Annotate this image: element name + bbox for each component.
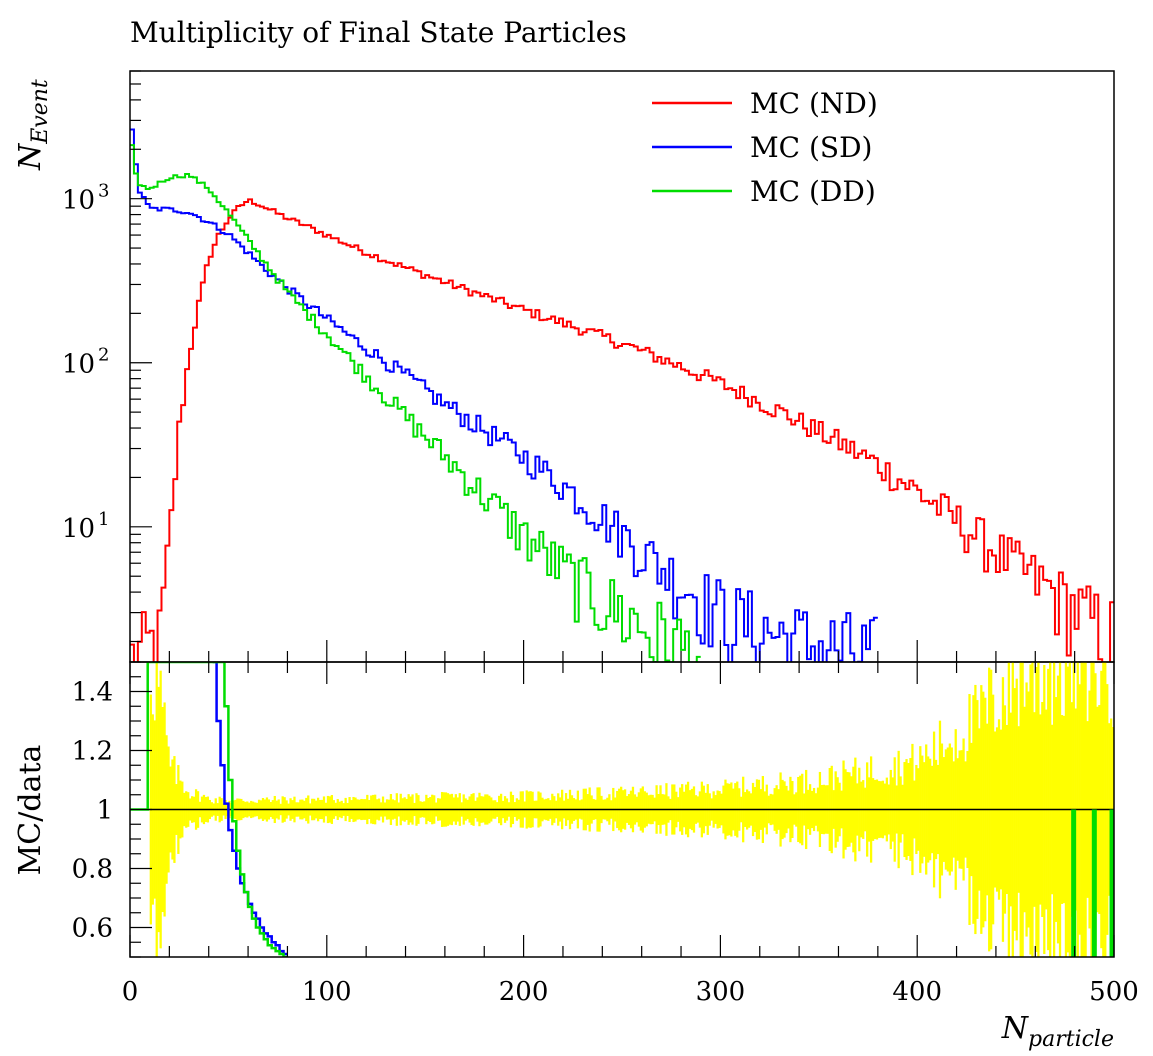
chart-title: Multiplicity of Final State Particles bbox=[130, 16, 627, 49]
ratio-ytick-label-0: 0.6 bbox=[72, 914, 113, 944]
ratio-ytick-label-3: 1.2 bbox=[72, 737, 113, 767]
main-ytick-exp-1: 2 bbox=[98, 345, 109, 366]
main-ytick-label-0: 10 bbox=[62, 514, 95, 544]
legend: MC (ND) MC (SD) MC (DD) bbox=[652, 87, 878, 208]
main-ytick-exp-2: 3 bbox=[98, 181, 109, 202]
main-ytick-label-2: 10 bbox=[62, 186, 95, 216]
xtick-label-5: 500 bbox=[1089, 977, 1139, 1007]
xtick-label-4: 400 bbox=[892, 977, 942, 1007]
ratio-ylabel-text: MC/data bbox=[13, 744, 48, 875]
ratio-series-line-1 bbox=[130, 662, 288, 957]
xtick-label-2: 200 bbox=[499, 977, 549, 1007]
ratio-panel: 0.6 0.8 1 1.2 1.4 MC/data 0 100 200 300 400 500 N… bbox=[13, 661, 1139, 1052]
ratio-series-line-0 bbox=[212, 662, 288, 956]
legend-label-1: MC (SD) bbox=[750, 131, 872, 164]
main-ytick-label-1: 10 bbox=[62, 350, 95, 380]
main-y-axis-label: NEvent bbox=[13, 79, 53, 171]
ratio-ytick-label-4: 1.4 bbox=[72, 678, 113, 708]
x-axis-label: Nparticle bbox=[1001, 1011, 1114, 1052]
series-line-2 bbox=[130, 144, 701, 662]
main-ylabel-text: NEvent bbox=[13, 79, 53, 171]
ratio-ytick-label-1: 0.8 bbox=[72, 855, 113, 885]
ratio-y-axis-label: MC/data bbox=[13, 744, 48, 875]
legend-label-2: MC (DD) bbox=[750, 175, 876, 208]
main-ytick-exp-0: 1 bbox=[98, 509, 109, 530]
xtick-label-0: 0 bbox=[122, 977, 139, 1007]
ratio-ytick-label-2: 1 bbox=[96, 796, 113, 826]
series-line-0 bbox=[130, 198, 1114, 662]
main-frame bbox=[129, 70, 1115, 663]
legend-label-0: MC (ND) bbox=[750, 87, 878, 120]
series-line-1 bbox=[130, 128, 878, 662]
xlabel-text: Nparticle bbox=[1001, 1011, 1114, 1052]
xtick-label-3: 300 bbox=[696, 977, 746, 1007]
xtick-label-1: 100 bbox=[302, 977, 352, 1007]
